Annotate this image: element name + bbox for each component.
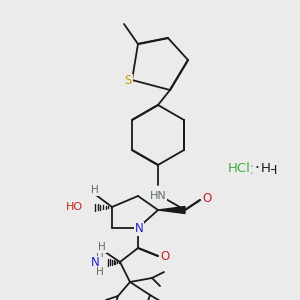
Text: HCl: HCl <box>236 164 258 176</box>
Polygon shape <box>158 206 185 214</box>
Text: N: N <box>91 256 99 269</box>
Text: N: N <box>135 223 143 236</box>
Text: H: H <box>96 249 104 259</box>
Text: O: O <box>160 250 169 262</box>
Text: HCl: HCl <box>228 161 251 175</box>
Text: ·: · <box>254 160 259 175</box>
Text: · H: · H <box>256 164 278 176</box>
Text: H: H <box>98 242 106 252</box>
Text: O: O <box>202 193 211 206</box>
Text: H: H <box>261 161 271 175</box>
Text: HO: HO <box>66 202 83 212</box>
Text: S: S <box>124 74 132 88</box>
Text: H: H <box>91 185 99 195</box>
Text: HN: HN <box>150 191 166 201</box>
Text: H: H <box>96 267 104 277</box>
